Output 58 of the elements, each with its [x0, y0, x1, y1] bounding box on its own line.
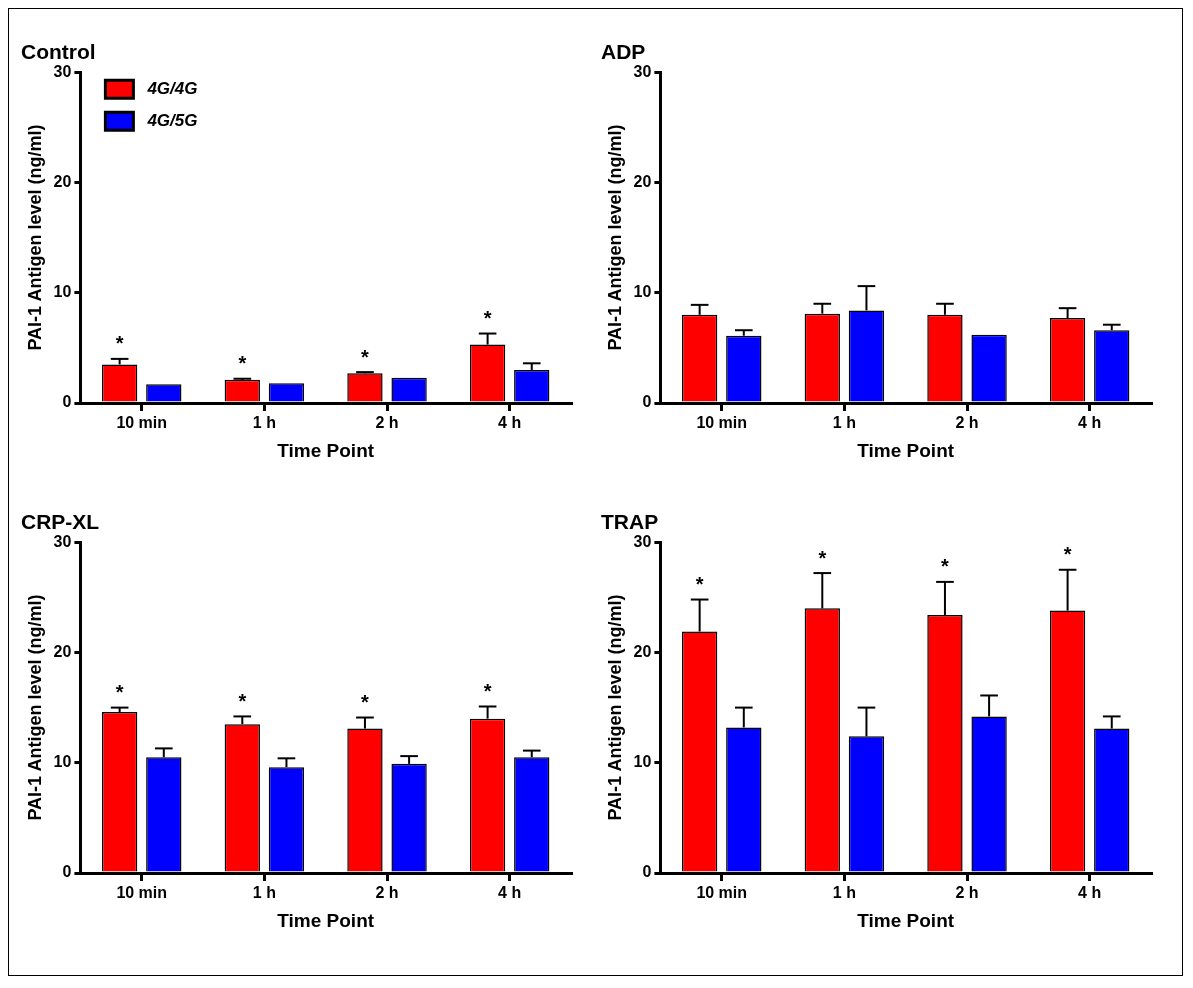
y-tick-label: 0 — [642, 393, 652, 411]
annotation: * — [238, 689, 247, 712]
legend-label: 4G/5G — [146, 110, 198, 130]
x-tick-label: 10 min — [696, 884, 748, 902]
x-axis-title: Time Point — [277, 909, 375, 931]
y-tick-label: 30 — [53, 62, 72, 80]
y-tick-label: 10 — [53, 283, 72, 301]
annotation: * — [361, 345, 370, 368]
legend-label: 4G/4G — [146, 78, 198, 98]
y-tick-label: 20 — [633, 172, 652, 190]
y-tick-label: 10 — [53, 753, 72, 771]
x-tick-label: 2 h — [375, 414, 399, 432]
y-tick-label: 30 — [633, 62, 652, 80]
x-tick-label: 1 h — [252, 414, 276, 432]
annotation: * — [1063, 543, 1072, 566]
chart-title: ADP — [601, 40, 646, 64]
annotation: * — [361, 691, 370, 714]
y-tick-label: 10 — [633, 753, 652, 771]
y-tick-label: 10 — [633, 283, 652, 301]
annotation: * — [115, 332, 124, 355]
x-tick-label: 1 h — [832, 414, 856, 432]
x-tick-label: 2 h — [955, 884, 979, 902]
x-axis-title: Time Point — [857, 439, 955, 461]
annotation: * — [695, 573, 704, 596]
x-tick-label: 4 h — [498, 414, 522, 432]
x-tick-label: 4 h — [1078, 414, 1102, 432]
annotation: * — [483, 307, 492, 330]
y-tick-label: 0 — [62, 393, 72, 411]
y-axis-title: PAI-1 Antigen level (ng/ml) — [604, 124, 625, 351]
y-tick-label: 20 — [633, 642, 652, 660]
x-tick-label: 10 min — [696, 414, 748, 432]
y-tick-label: 20 — [53, 172, 72, 190]
y-axis-title: PAI-1 Antigen level (ng/ml) — [24, 594, 45, 821]
chart-title: CRP-XL — [21, 510, 100, 534]
annotation: * — [818, 546, 827, 569]
x-tick-label: 2 h — [375, 884, 399, 902]
annotation: * — [115, 681, 124, 704]
x-tick-label: 1 h — [832, 884, 856, 902]
x-tick-label: 4 h — [1078, 884, 1102, 902]
x-tick-label: 10 min — [116, 414, 168, 432]
chart-title: TRAP — [601, 510, 659, 534]
chart-title: Control — [21, 40, 96, 64]
y-tick-label: 0 — [62, 863, 72, 881]
y-tick-label: 30 — [53, 532, 72, 550]
x-tick-label: 2 h — [955, 414, 979, 432]
x-tick-label: 10 min — [116, 884, 168, 902]
x-axis-title: Time Point — [857, 909, 955, 931]
x-tick-label: 4 h — [498, 884, 522, 902]
y-tick-label: 0 — [642, 863, 652, 881]
y-axis-title: PAI-1 Antigen level (ng/ml) — [604, 594, 625, 821]
annotation: * — [941, 555, 950, 578]
annotation: * — [238, 352, 247, 375]
annotation: * — [483, 680, 492, 703]
x-axis-title: Time Point — [277, 439, 375, 461]
x-tick-label: 1 h — [252, 884, 276, 902]
y-axis-title: PAI-1 Antigen level (ng/ml) — [24, 124, 45, 351]
y-tick-label: 20 — [53, 642, 72, 660]
y-tick-label: 30 — [633, 532, 652, 550]
